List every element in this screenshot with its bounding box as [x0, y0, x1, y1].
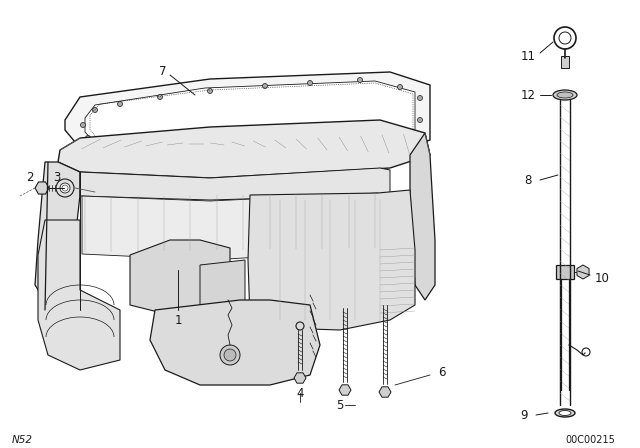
Polygon shape: [58, 120, 430, 178]
Circle shape: [253, 152, 257, 158]
Polygon shape: [82, 193, 378, 260]
Text: 11: 11: [520, 49, 536, 63]
Text: 10: 10: [595, 271, 609, 284]
Polygon shape: [65, 72, 430, 162]
Text: 3: 3: [53, 171, 61, 184]
Circle shape: [86, 135, 90, 141]
Circle shape: [417, 95, 422, 100]
Ellipse shape: [553, 90, 577, 100]
Circle shape: [307, 150, 312, 155]
Circle shape: [220, 345, 240, 365]
Circle shape: [413, 133, 417, 138]
Circle shape: [397, 141, 403, 146]
Text: 4: 4: [296, 387, 304, 400]
Circle shape: [56, 179, 74, 197]
Ellipse shape: [555, 409, 575, 417]
Circle shape: [108, 143, 113, 148]
Polygon shape: [80, 168, 390, 200]
Circle shape: [207, 89, 212, 94]
Circle shape: [358, 146, 362, 151]
Ellipse shape: [557, 92, 573, 98]
Circle shape: [198, 152, 202, 158]
Circle shape: [118, 102, 122, 107]
Text: 12: 12: [520, 89, 536, 102]
Polygon shape: [35, 162, 80, 305]
Text: 9: 9: [520, 409, 528, 422]
Polygon shape: [248, 190, 415, 330]
Circle shape: [93, 108, 97, 112]
Circle shape: [147, 148, 152, 154]
Circle shape: [157, 95, 163, 99]
Circle shape: [60, 183, 70, 193]
Text: 6: 6: [438, 366, 445, 379]
Polygon shape: [410, 133, 435, 300]
Circle shape: [307, 81, 312, 86]
Circle shape: [262, 83, 268, 89]
Text: 8: 8: [524, 173, 532, 186]
Polygon shape: [150, 300, 320, 385]
Bar: [561, 56, 569, 68]
Bar: [556, 265, 574, 279]
Text: 7: 7: [159, 65, 167, 78]
Text: 2: 2: [26, 171, 34, 184]
Circle shape: [397, 85, 403, 90]
Text: N52: N52: [12, 435, 33, 445]
Circle shape: [358, 78, 362, 82]
Circle shape: [224, 349, 236, 361]
Polygon shape: [38, 220, 120, 370]
Text: 5: 5: [336, 399, 344, 412]
Circle shape: [417, 117, 422, 122]
Text: 00C00215: 00C00215: [565, 435, 615, 445]
Polygon shape: [85, 81, 415, 152]
Text: 1: 1: [174, 314, 182, 327]
Polygon shape: [200, 260, 245, 320]
Polygon shape: [130, 240, 230, 315]
Circle shape: [81, 122, 86, 128]
Ellipse shape: [559, 410, 571, 415]
